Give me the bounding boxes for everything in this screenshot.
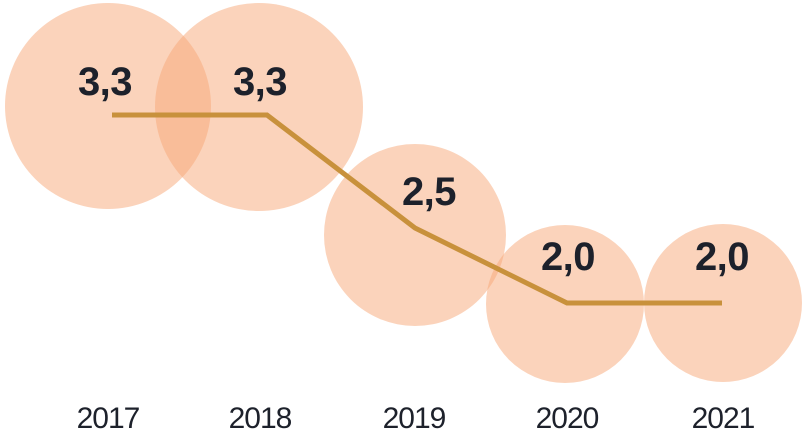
bubble-2017 <box>5 3 211 209</box>
year-label-2017: 2017 <box>77 402 140 434</box>
value-label-2019: 2,5 <box>402 170 456 214</box>
bubble-2021 <box>644 224 802 382</box>
bubble-2018 <box>155 3 363 211</box>
value-label-2020: 2,0 <box>541 235 595 279</box>
year-label-2019: 2019 <box>383 402 446 434</box>
value-label-2018: 3,3 <box>233 60 287 104</box>
year-label-2021: 2021 <box>692 402 755 434</box>
value-label-2017: 3,3 <box>78 60 132 104</box>
value-label-2021: 2,0 <box>695 235 749 279</box>
bubble-2019 <box>324 144 506 326</box>
year-label-2018: 2018 <box>229 402 292 434</box>
year-label-2020: 2020 <box>536 402 599 434</box>
trend-line <box>112 112 722 306</box>
